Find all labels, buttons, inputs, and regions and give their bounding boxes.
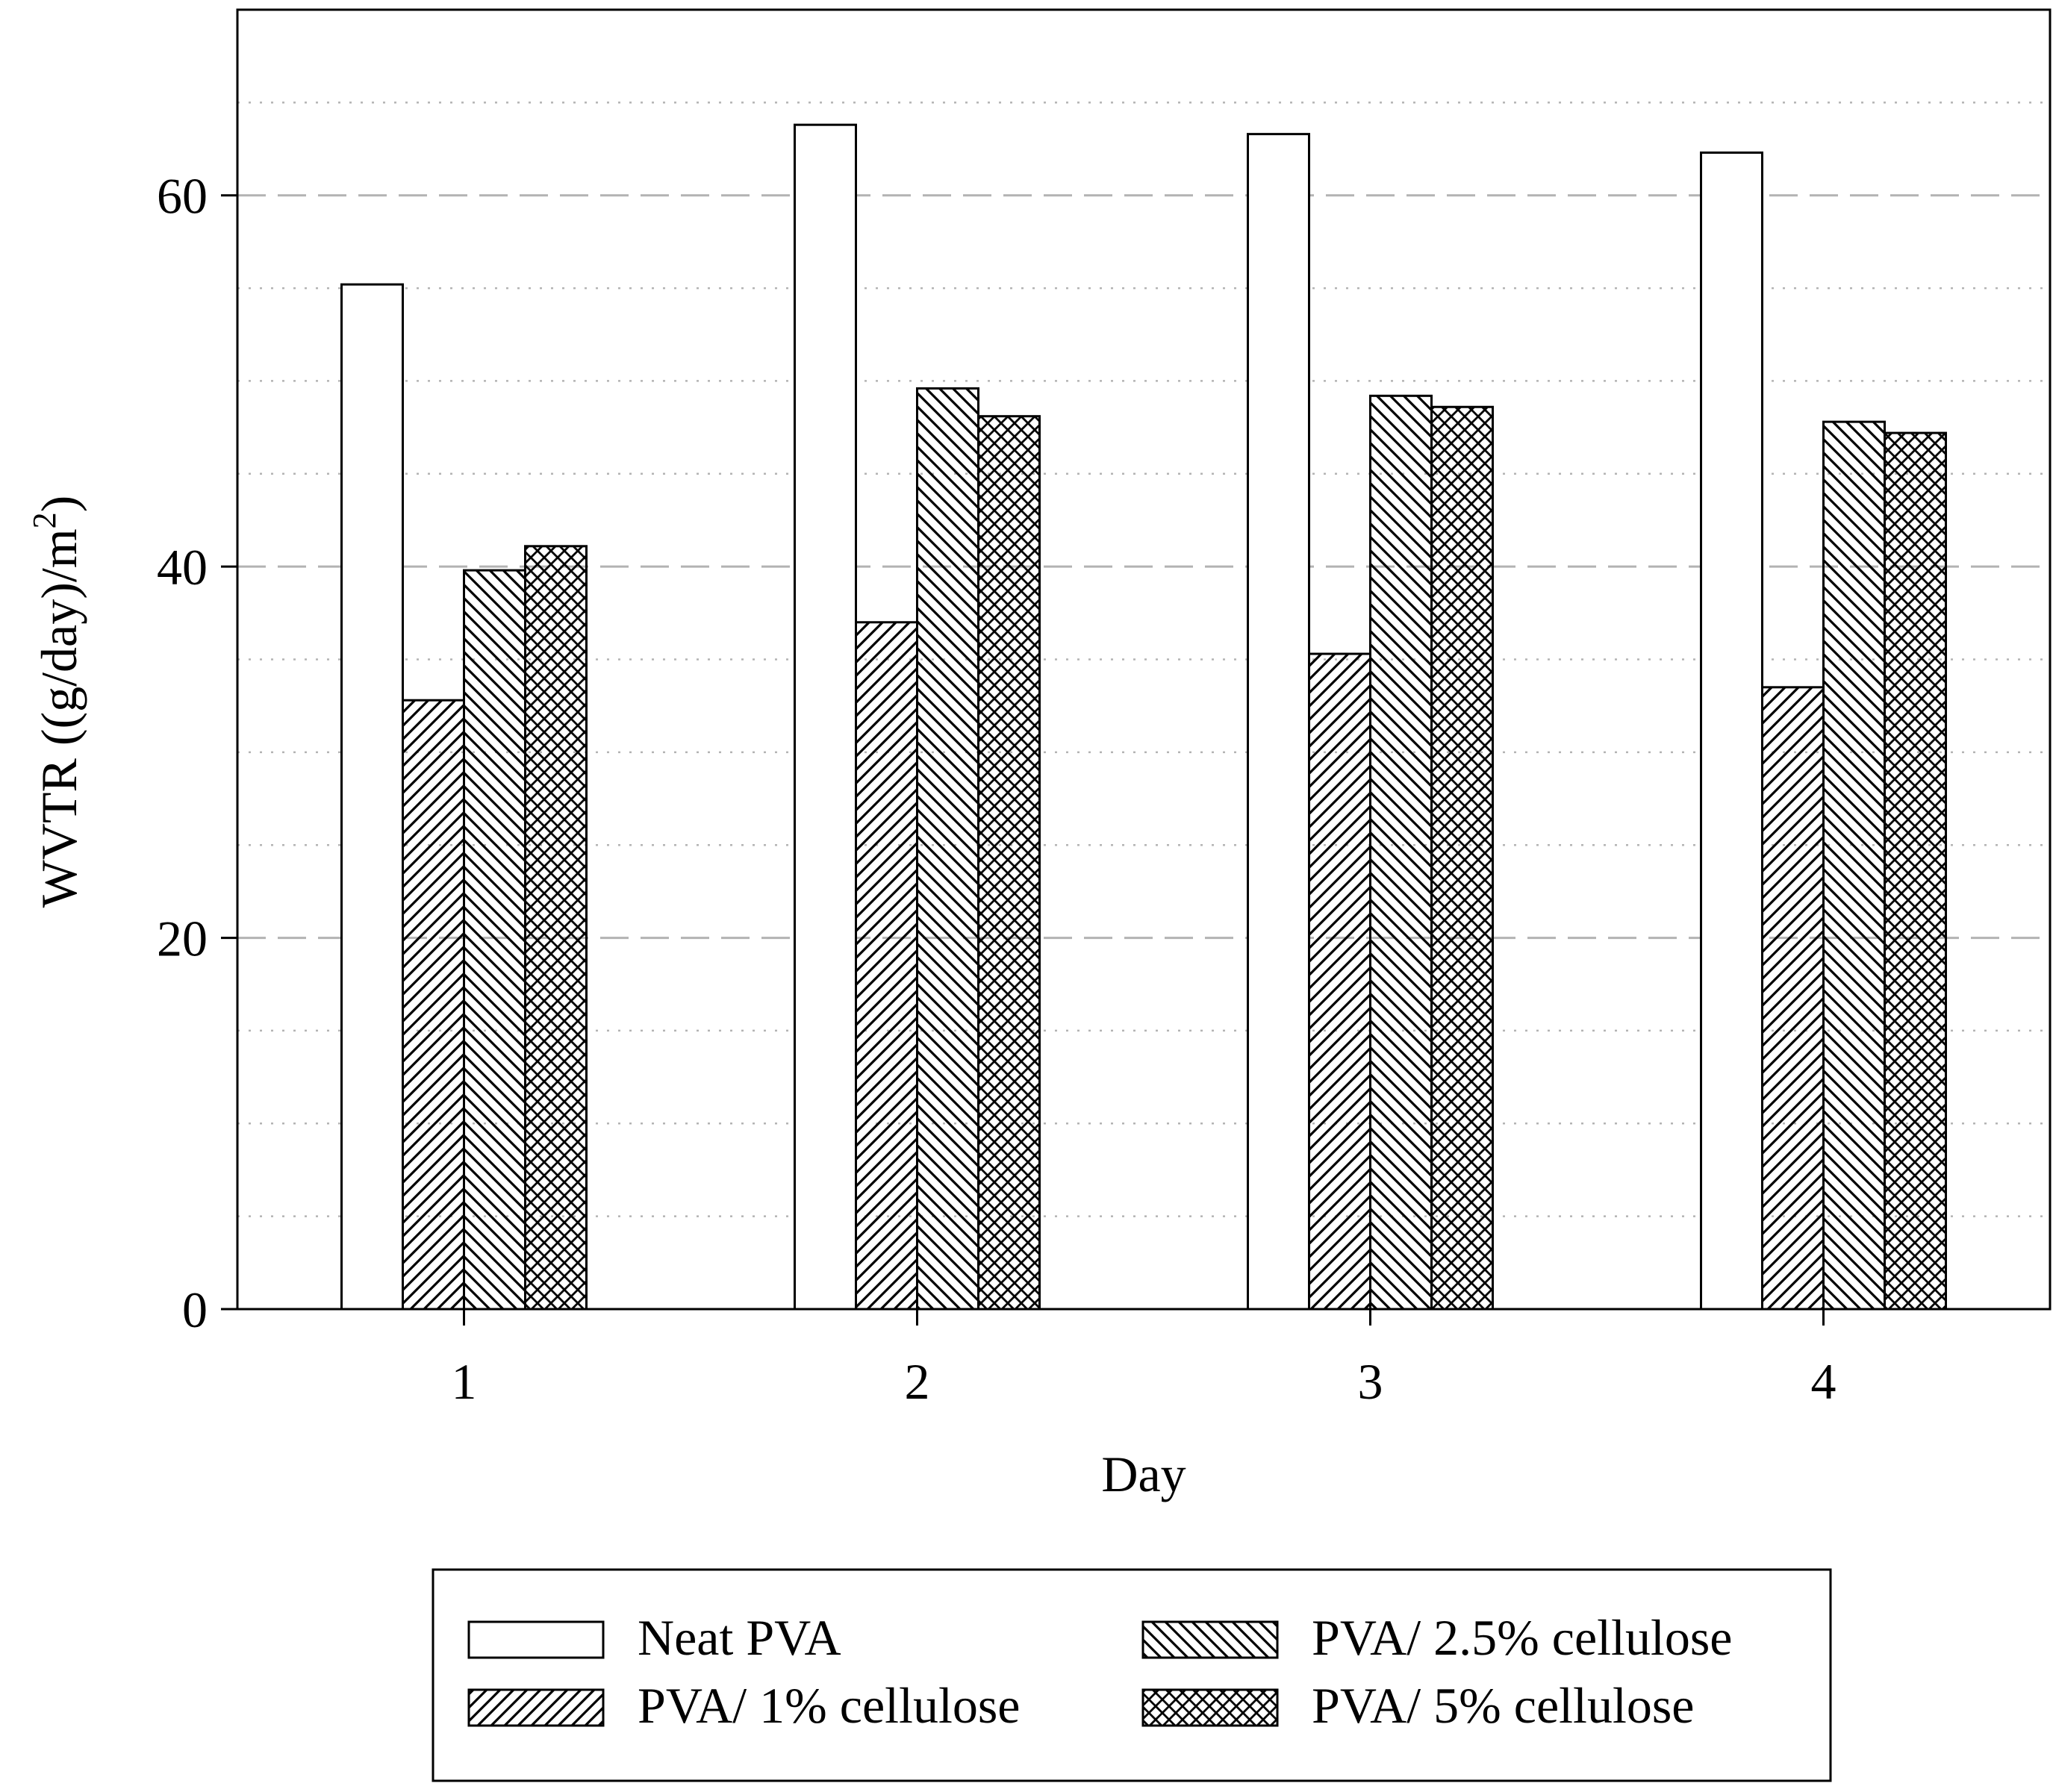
y-axis-label-superscript: 2 [26,512,63,528]
y-tick-label: 0 [182,1281,208,1338]
legend-swatch [1141,1688,1279,1727]
bar-pva-5-cellulose-day-4 [1884,431,1947,1311]
bar-pva-1-cellulose-day-3 [1308,652,1371,1311]
y-tick-label: 60 [157,168,208,225]
legend-swatch [467,1620,605,1659]
y-axis: 0 20 40 60 [157,168,237,1338]
legend-swatch [467,1688,605,1727]
bar-pva-2-5-cellulose-day-3 [1369,394,1433,1311]
legend-label: PVA/ 1% cellulose [638,1677,1021,1734]
x-axis-label: Day [1101,1446,1186,1502]
legend: Neat PVA PVA/ 1% cellulose PVA/ 2.5% cellu… [432,1568,1832,1782]
bar-neat-pva-day-3 [1247,133,1310,1311]
bar-neat-pva-day-4 [1700,152,1763,1311]
legend-swatch [1141,1620,1279,1659]
plot-area-frame [236,8,2052,1311]
y-tick-label: 40 [157,539,208,596]
x-tick-label: 2 [905,1353,930,1410]
bar-pva-2-5-cellulose-day-4 [1822,420,1886,1311]
y-axis-label: WVTR ((g/day)/m2) [26,496,87,908]
x-tick-label: 4 [1811,1353,1837,1410]
bars [340,123,1947,1311]
bar-pva-1-cellulose-day-2 [855,621,918,1311]
bar-neat-pva-day-2 [794,123,857,1311]
y-axis-label-close: ) [31,496,87,513]
bar-pva-1-cellulose-day-1 [402,699,465,1311]
y-axis-label-main: WVTR ((g/day)/m [31,528,87,908]
legend-label: PVA/ 5% cellulose [1312,1677,1695,1734]
bar-pva-5-cellulose-day-1 [524,545,588,1311]
bar-pva-5-cellulose-day-3 [1430,405,1494,1311]
x-axis: 1 2 3 4 [452,1309,1837,1410]
legend-label: Neat PVA [638,1609,841,1666]
legend-label: PVA/ 2.5% cellulose [1312,1609,1733,1666]
x-tick-label: 3 [1358,1353,1383,1410]
bar-neat-pva-day-1 [340,283,404,1311]
x-tick-label: 1 [452,1353,477,1410]
bar-pva-2-5-cellulose-day-1 [463,569,526,1311]
y-tick-label: 20 [157,911,208,967]
bar-pva-2-5-cellulose-day-2 [916,387,979,1311]
bar-pva-5-cellulose-day-2 [977,415,1041,1311]
legend-items: Neat PVA PVA/ 1% cellulose PVA/ 2.5% cellu… [467,1609,1733,1734]
legend-frame [432,1568,1832,1782]
bar-pva-1-cellulose-day-4 [1761,686,1825,1311]
